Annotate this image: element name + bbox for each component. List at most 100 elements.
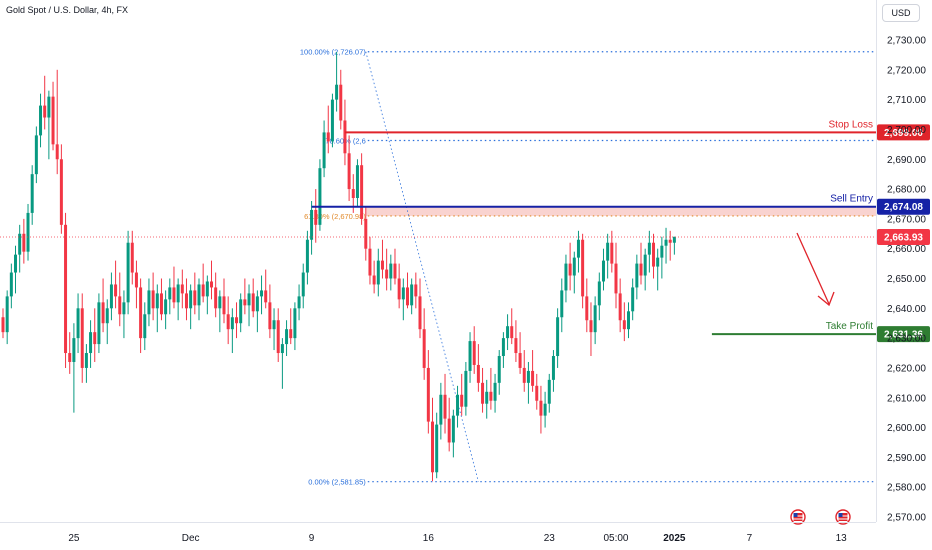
current-price-value: 2,663.93 bbox=[884, 232, 923, 243]
candle-body bbox=[134, 272, 138, 288]
candle-body bbox=[226, 314, 230, 330]
candle-body bbox=[164, 299, 168, 315]
candle-body bbox=[576, 239, 580, 258]
candle-body bbox=[55, 144, 59, 160]
candle-body bbox=[518, 353, 522, 368]
candle-body bbox=[159, 293, 163, 315]
candle-body bbox=[97, 302, 101, 345]
candle-body bbox=[610, 242, 614, 264]
candlestick-series bbox=[1, 51, 676, 482]
candle-body bbox=[551, 356, 555, 380]
candle-body bbox=[556, 317, 560, 357]
candle-body bbox=[322, 132, 326, 169]
candle-body bbox=[72, 338, 76, 362]
candle-body bbox=[360, 165, 364, 219]
flag-stripes bbox=[793, 513, 803, 521]
time-axis[interactable]: 25 Dec 9 16 23 05:00 2025 7 13 bbox=[68, 533, 847, 544]
flag-canton bbox=[793, 513, 798, 517]
candle-body bbox=[376, 260, 380, 285]
candle-body bbox=[447, 418, 451, 443]
price-tick-label: 2,600.00 bbox=[887, 423, 926, 434]
time-tick-label: 13 bbox=[836, 533, 848, 544]
entry-zone-shading bbox=[365, 206, 876, 216]
candle-body bbox=[585, 296, 589, 321]
candle-body bbox=[289, 329, 293, 339]
time-tick-label: 9 bbox=[309, 533, 315, 544]
candle-body bbox=[535, 385, 539, 401]
candle-body bbox=[276, 320, 280, 354]
candle-body bbox=[268, 302, 272, 330]
candle-body bbox=[627, 311, 630, 330]
price-axis-border bbox=[876, 0, 877, 522]
candle-body bbox=[114, 284, 118, 297]
candle-body bbox=[310, 209, 314, 240]
candle-body bbox=[539, 400, 543, 416]
candle-body bbox=[372, 275, 376, 285]
candle-body bbox=[606, 242, 610, 261]
price-tick-label: 2,630.00 bbox=[887, 334, 926, 345]
candle-body bbox=[84, 353, 88, 368]
candle-body bbox=[9, 272, 13, 297]
price-tick-label: 2,620.00 bbox=[887, 363, 926, 374]
candle-body bbox=[593, 305, 597, 333]
candle-body bbox=[139, 287, 143, 339]
price-tick-label: 2,580.00 bbox=[887, 483, 926, 494]
candle-body bbox=[422, 329, 426, 368]
candle-body bbox=[105, 308, 109, 324]
candle-body bbox=[18, 233, 22, 255]
us-flag-icon[interactable] bbox=[835, 509, 851, 525]
candle-body bbox=[572, 257, 576, 276]
currency-button[interactable]: USD bbox=[882, 4, 920, 22]
candle-body bbox=[668, 239, 672, 243]
candle-body bbox=[251, 293, 255, 312]
candle-body bbox=[243, 299, 247, 306]
candle-body bbox=[464, 370, 468, 407]
candle-body bbox=[43, 105, 47, 118]
candle-body bbox=[335, 84, 339, 100]
level-name-label: Take Profit bbox=[826, 321, 873, 332]
candle-body bbox=[184, 293, 188, 309]
candle-body bbox=[30, 174, 34, 213]
candle-body bbox=[660, 245, 664, 258]
candle-body bbox=[418, 296, 422, 330]
candle-body bbox=[560, 290, 564, 318]
price-tick-label: 2,570.00 bbox=[887, 513, 926, 524]
candle-body bbox=[414, 284, 418, 297]
candle-body bbox=[318, 168, 322, 225]
candle-body bbox=[456, 394, 460, 416]
candle-body bbox=[255, 296, 259, 312]
price-tag-value: 2,674.08 bbox=[884, 202, 923, 213]
price-tick-label: 2,710.00 bbox=[887, 95, 926, 106]
candle-body bbox=[439, 394, 443, 425]
price-tag-value: 2,699.00 bbox=[884, 128, 923, 139]
candle-body bbox=[235, 317, 239, 324]
candle-body bbox=[272, 320, 276, 330]
level-name-label: Stop Loss bbox=[829, 119, 873, 130]
candle-body bbox=[168, 287, 172, 300]
candle-body bbox=[301, 272, 305, 297]
time-tick-label: 23 bbox=[544, 533, 556, 544]
candle-body bbox=[385, 269, 389, 279]
price-axis[interactable]: 2,730.00 2,720.00 2,710.00 2,700.00 2,690.00… bbox=[887, 36, 926, 524]
candle-body bbox=[89, 332, 93, 354]
candle-body bbox=[155, 293, 159, 309]
candle-body bbox=[205, 281, 209, 297]
candle-body bbox=[635, 263, 639, 288]
candle-body bbox=[93, 332, 97, 345]
candle-body bbox=[189, 290, 193, 309]
candle-body bbox=[59, 159, 63, 225]
candle-body bbox=[122, 302, 126, 315]
candle-body bbox=[380, 260, 384, 270]
annotations bbox=[790, 232, 851, 525]
price-tick-label: 2,700.00 bbox=[887, 125, 926, 136]
candle-body bbox=[589, 320, 593, 333]
candle-body bbox=[22, 233, 26, 252]
time-tick-label: 7 bbox=[747, 533, 753, 544]
price-tick-label: 2,660.00 bbox=[887, 244, 926, 255]
us-flag-icon[interactable] bbox=[790, 509, 806, 525]
trade-levels[interactable]: Stop Loss 2,699.00 Sell Entry 2,674.08 Take … bbox=[0, 119, 930, 343]
candle-body bbox=[151, 290, 155, 309]
candle-body bbox=[547, 379, 551, 404]
price-tick-label: 2,730.00 bbox=[887, 36, 926, 47]
